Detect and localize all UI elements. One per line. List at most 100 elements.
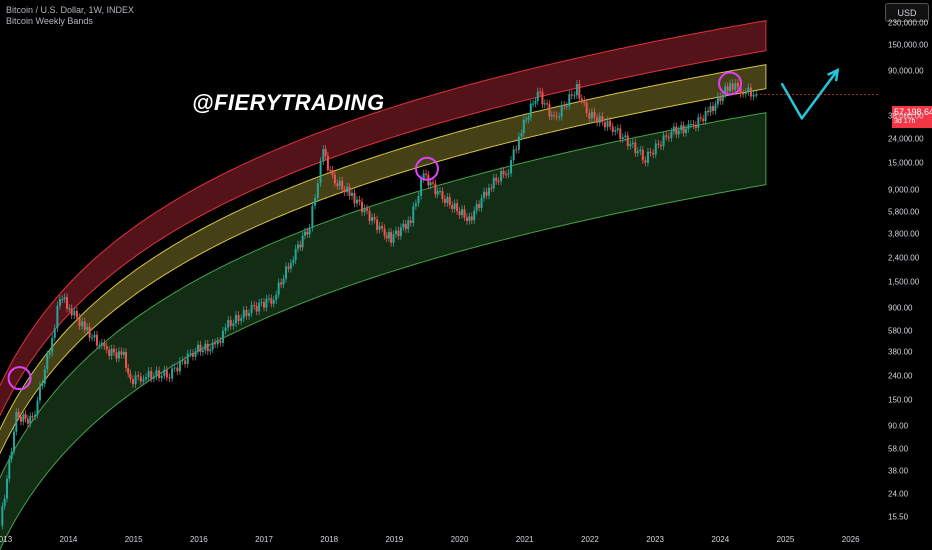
- candle-body: [739, 87, 742, 94]
- candle-body: [603, 122, 606, 128]
- candle-body: [125, 352, 128, 368]
- candle-body: [3, 498, 6, 507]
- candle-body: [590, 111, 593, 119]
- candle-body: [8, 459, 11, 479]
- candle-body: [752, 94, 755, 97]
- candle-body: [601, 116, 604, 123]
- candle-body: [22, 414, 25, 422]
- candle-body: [308, 227, 311, 235]
- candle-body: [387, 232, 390, 239]
- candle-body: [434, 183, 437, 195]
- candle-body: [173, 367, 176, 369]
- candle-body: [197, 344, 199, 352]
- candle-body: [692, 123, 695, 126]
- candle-body: [553, 115, 556, 117]
- candle-body: [420, 179, 423, 196]
- candle-body: [381, 225, 384, 229]
- candle-body: [311, 205, 314, 228]
- candle-body: [532, 103, 535, 105]
- red-band: [0, 19, 767, 417]
- candle-body: [682, 125, 685, 134]
- candle-body: [609, 120, 612, 127]
- candle-body: [31, 416, 34, 418]
- candle-body: [129, 373, 132, 380]
- last-price-label: 57,198.64 3d 17h: [892, 106, 932, 128]
- candle-body: [12, 431, 15, 452]
- candle-body: [699, 117, 702, 119]
- candle-body: [343, 189, 346, 193]
- candle-body: [120, 351, 123, 355]
- candle-body: [232, 323, 235, 326]
- candle-body: [66, 297, 69, 309]
- candle-body: [1, 506, 4, 526]
- candle-body: [356, 199, 359, 204]
- candle-body: [512, 149, 515, 161]
- candle-body: [331, 170, 334, 175]
- candle-body: [53, 328, 56, 338]
- candle-body: [621, 137, 624, 139]
- candle-body: [73, 310, 76, 316]
- candle-body: [263, 302, 265, 308]
- candle-body: [178, 361, 181, 372]
- candle-body: [242, 310, 245, 319]
- candle-body: [578, 84, 581, 99]
- y-tick-label: 150,000.00: [888, 40, 929, 50]
- candle-body: [142, 379, 145, 382]
- y-tick-label: 90.00: [888, 421, 909, 431]
- candle-body: [662, 135, 665, 147]
- candle-body: [26, 418, 29, 424]
- candle-body: [689, 123, 692, 125]
- candle-body: [451, 205, 454, 210]
- candle-body: [719, 96, 722, 102]
- candle-body: [131, 379, 134, 385]
- candle-body: [596, 117, 599, 123]
- candle-body: [429, 182, 432, 186]
- candle-body: [316, 183, 319, 198]
- candle-body: [46, 354, 49, 370]
- y-tick-label: 380.00: [888, 347, 913, 357]
- candle-body: [606, 120, 609, 128]
- candle-body: [432, 182, 435, 184]
- candle-body: [611, 126, 614, 132]
- candle-body: [456, 203, 459, 212]
- candle-body: [34, 414, 37, 417]
- candle-body: [714, 104, 717, 111]
- candle-body: [465, 217, 468, 222]
- x-tick-label: 2017: [255, 535, 273, 544]
- candle-body: [191, 353, 194, 357]
- candle-body: [376, 219, 379, 230]
- candle-body: [137, 375, 140, 377]
- y-tick-label: 9,000.00: [888, 185, 920, 195]
- candle-body: [127, 367, 130, 374]
- candle-body: [724, 86, 727, 95]
- candle-body: [338, 180, 341, 187]
- currency-button[interactable]: USD: [885, 3, 929, 22]
- candle-body: [414, 203, 417, 207]
- candle-body: [95, 334, 98, 346]
- candle-body: [747, 87, 750, 93]
- candle-body: [275, 294, 278, 301]
- candle-body: [270, 298, 273, 304]
- candle-body: [404, 223, 407, 230]
- candle-body: [29, 416, 32, 424]
- candle-body: [402, 223, 405, 228]
- candle-body: [348, 186, 351, 196]
- candle-body: [110, 348, 113, 356]
- candle-body: [565, 105, 568, 107]
- candle-body: [614, 130, 617, 132]
- candle-body: [165, 369, 168, 378]
- candle-body: [322, 149, 325, 162]
- candle-body: [646, 151, 649, 163]
- candle-body: [588, 113, 591, 119]
- candle-body: [15, 412, 18, 432]
- candle-body: [378, 225, 381, 230]
- candle-body: [303, 231, 306, 236]
- candle-body: [155, 370, 158, 377]
- x-tick-label: 2024: [711, 535, 730, 544]
- candle-body: [36, 400, 39, 415]
- candle-body: [525, 119, 528, 121]
- candle-body: [234, 315, 237, 324]
- candle-body: [478, 204, 481, 208]
- candle-body: [694, 125, 697, 128]
